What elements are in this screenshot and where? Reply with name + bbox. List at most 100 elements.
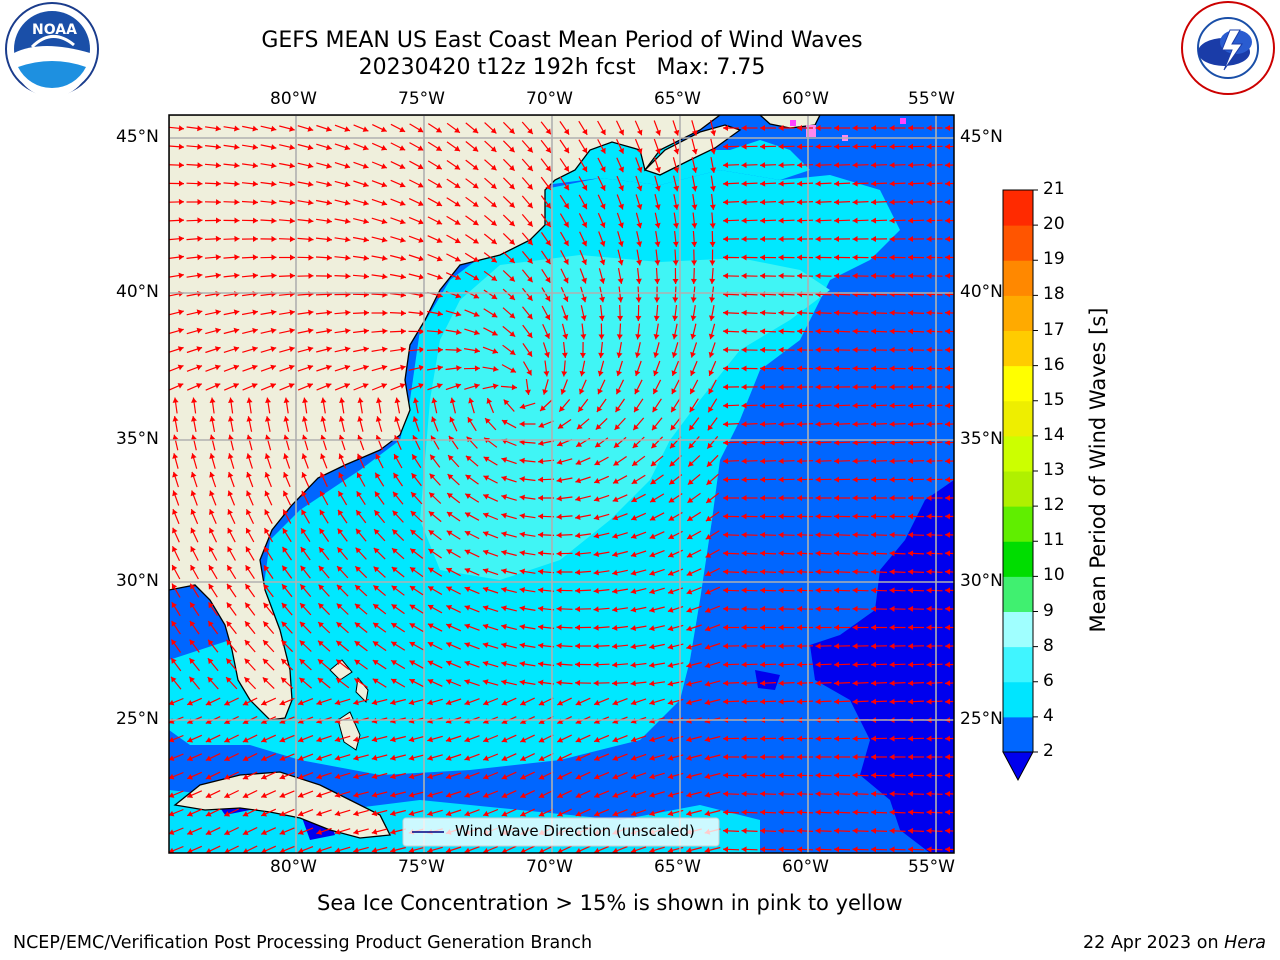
wind-wave-arrow-head <box>834 365 839 372</box>
wind-wave-arrow-head <box>197 199 203 205</box>
wind-wave-arrow-head <box>418 200 424 206</box>
wind-wave-arrow-head <box>427 847 433 853</box>
wind-wave-arrow-head <box>908 439 914 446</box>
wind-wave-arrow-head <box>172 453 179 459</box>
wind-wave-arrow-head <box>345 309 351 316</box>
wind-wave-arrow-head <box>636 259 642 266</box>
wind-wave-arrow-head <box>834 643 840 650</box>
wind-wave-arrow-head <box>418 255 425 262</box>
wind-wave-arrow-head <box>618 185 624 191</box>
wind-wave-arrow-head <box>172 509 178 515</box>
wind-wave-arrow-head <box>908 698 914 705</box>
wind-wave-arrow-head <box>691 204 698 210</box>
wind-wave-arrow-head <box>778 531 784 538</box>
lon-label-top: 55°W <box>908 89 955 109</box>
wind-wave-arrow-head <box>618 222 624 229</box>
wind-wave-arrow-head <box>390 828 396 835</box>
wind-wave-arrow-head <box>593 643 599 650</box>
wind-wave-arrow-head <box>797 790 803 797</box>
wind-wave-arrow-head <box>815 458 821 465</box>
wind-wave-arrow-head <box>301 472 307 478</box>
wind-wave-arrow-head <box>448 455 454 461</box>
wind-wave-arrow-head <box>337 528 344 535</box>
wind-wave-arrow-head <box>298 792 304 798</box>
sea-ice-speck <box>790 120 796 126</box>
wind-wave-arrow-head <box>709 278 716 284</box>
wind-wave-arrow-head <box>408 791 415 798</box>
wind-wave-arrow-head <box>945 661 951 668</box>
wind-wave-arrow-head <box>797 680 803 687</box>
wind-wave-arrow-head <box>945 346 951 353</box>
colorbar-tick-label: 11 <box>1043 530 1065 551</box>
wind-wave-arrow-head <box>490 146 497 152</box>
wind-wave-arrow-head <box>834 402 840 409</box>
wind-wave-arrow-head <box>686 644 692 650</box>
wind-wave-arrow-head <box>778 735 784 742</box>
wind-wave-arrow-head <box>171 602 177 608</box>
wind-wave-arrow-head <box>252 199 258 206</box>
wind-wave-arrow-head <box>889 698 895 705</box>
wind-wave-arrow-head <box>519 661 526 667</box>
wind-wave-arrow-head <box>600 184 606 191</box>
wind-wave-arrow-head <box>526 350 533 357</box>
wind-wave-arrow-head <box>483 549 489 556</box>
wind-wave-arrow-head <box>234 254 240 261</box>
wind-wave-arrow-head <box>417 126 424 133</box>
wind-wave-arrow-head <box>538 755 545 761</box>
wind-wave-arrow-head <box>526 332 533 338</box>
wind-wave-arrow-head <box>593 496 600 502</box>
colorbar-bin <box>1003 576 1033 612</box>
wind-wave-arrow-head <box>520 718 527 724</box>
wind-wave-arrow-head <box>214 364 221 371</box>
wind-wave-arrow-head <box>252 272 258 279</box>
wind-wave-arrow-head <box>630 773 637 780</box>
wind-wave-arrow-head <box>723 568 729 575</box>
wind-wave-arrow-head <box>418 218 424 225</box>
wind-wave-arrow-head <box>393 491 399 498</box>
wind-wave-arrow-head <box>501 774 508 780</box>
wind-wave-arrow-head <box>653 334 660 340</box>
wind-wave-arrow-head <box>612 773 619 780</box>
wind-wave-arrow-head <box>723 790 729 797</box>
wind-wave-arrow-head <box>926 809 932 816</box>
wind-wave-arrow-head <box>594 847 600 853</box>
wind-wave-arrow-head <box>797 402 803 409</box>
wind-wave-arrow-head <box>649 643 655 650</box>
wind-wave-arrow-head <box>316 847 323 853</box>
wind-wave-arrow-head <box>520 774 527 780</box>
wind-wave-arrow-head <box>655 148 661 154</box>
wind-wave-arrow-head <box>797 735 803 742</box>
wind-wave-arrow-head <box>270 364 276 371</box>
wind-wave-arrow-head <box>261 811 267 817</box>
wind-wave-arrow-head <box>215 180 221 187</box>
wind-wave-arrow-head <box>428 511 435 517</box>
wind-wave-arrow-head <box>945 680 951 687</box>
wind-wave-arrow-head <box>390 810 396 817</box>
map-frame <box>168 114 955 854</box>
wind-wave-arrow-head <box>227 583 233 590</box>
wind-wave-arrow-head <box>834 162 840 169</box>
wind-wave-arrow-head <box>261 718 267 724</box>
wind-wave-arrow-head <box>270 309 277 316</box>
wind-wave-arrow-head <box>563 147 569 154</box>
wind-wave-arrow-head <box>926 272 932 279</box>
wind-wave-arrow-head <box>205 792 212 798</box>
colorbar-tick-label: 6 <box>1043 670 1054 691</box>
wind-wave-arrow-head <box>242 774 249 780</box>
colorbar-bin <box>1003 646 1033 683</box>
wind-wave-arrow-head <box>373 585 380 591</box>
wind-wave-arrow-head <box>356 472 363 479</box>
wind-wave-arrow-head <box>357 453 363 460</box>
wind-wave-arrow-head <box>270 144 277 150</box>
wind-wave-arrow-head <box>579 370 586 377</box>
wind-wave-arrow-head <box>234 143 240 150</box>
wind-wave-arrow-head <box>652 406 658 413</box>
wind-wave-arrow-head <box>926 643 932 650</box>
wind-wave-arrow-head <box>704 791 711 798</box>
wind-wave-arrow-head <box>318 640 324 647</box>
wind-wave-arrow-head <box>760 809 766 816</box>
wind-wave-arrow-head <box>723 495 728 501</box>
wind-wave-arrow-head <box>797 568 803 575</box>
wind-wave-arrow-head <box>760 272 766 279</box>
wind-wave-arrow-head <box>631 496 638 503</box>
